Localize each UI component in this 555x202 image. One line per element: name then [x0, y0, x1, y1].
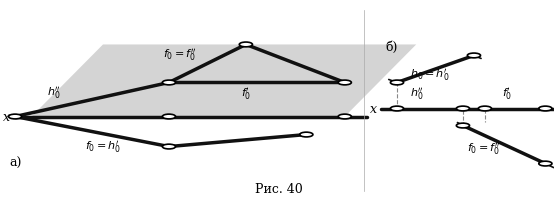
Ellipse shape: [539, 107, 552, 111]
Text: a): a): [9, 156, 22, 169]
Text: $f_0=h_0'$: $f_0=h_0'$: [85, 138, 121, 154]
Ellipse shape: [163, 144, 175, 149]
Text: $h_0=h_0'$: $h_0=h_0'$: [410, 67, 449, 83]
Ellipse shape: [456, 107, 470, 111]
Ellipse shape: [467, 54, 481, 59]
Ellipse shape: [478, 107, 492, 111]
Ellipse shape: [338, 81, 351, 85]
Ellipse shape: [390, 81, 403, 85]
Ellipse shape: [239, 43, 253, 48]
Text: x: x: [370, 102, 377, 115]
Ellipse shape: [338, 115, 351, 119]
Ellipse shape: [8, 115, 22, 119]
Text: $f_0=f_0''$: $f_0=f_0''$: [467, 140, 501, 156]
Ellipse shape: [390, 107, 403, 111]
Ellipse shape: [539, 161, 552, 166]
Text: x: x: [3, 110, 9, 123]
Text: Рис. 40: Рис. 40: [255, 182, 302, 195]
Ellipse shape: [456, 124, 470, 128]
Ellipse shape: [163, 115, 175, 119]
Text: б): б): [385, 41, 397, 54]
Text: $f_0=f_0''$: $f_0=f_0''$: [163, 47, 197, 63]
Polygon shape: [32, 45, 416, 117]
Text: $f_0'$: $f_0'$: [502, 85, 512, 101]
Ellipse shape: [163, 81, 175, 85]
Ellipse shape: [300, 133, 313, 137]
Text: $h_0''$: $h_0''$: [410, 85, 425, 101]
Text: $f_0'$: $f_0'$: [241, 86, 251, 102]
Text: $h_0''$: $h_0''$: [47, 85, 60, 101]
